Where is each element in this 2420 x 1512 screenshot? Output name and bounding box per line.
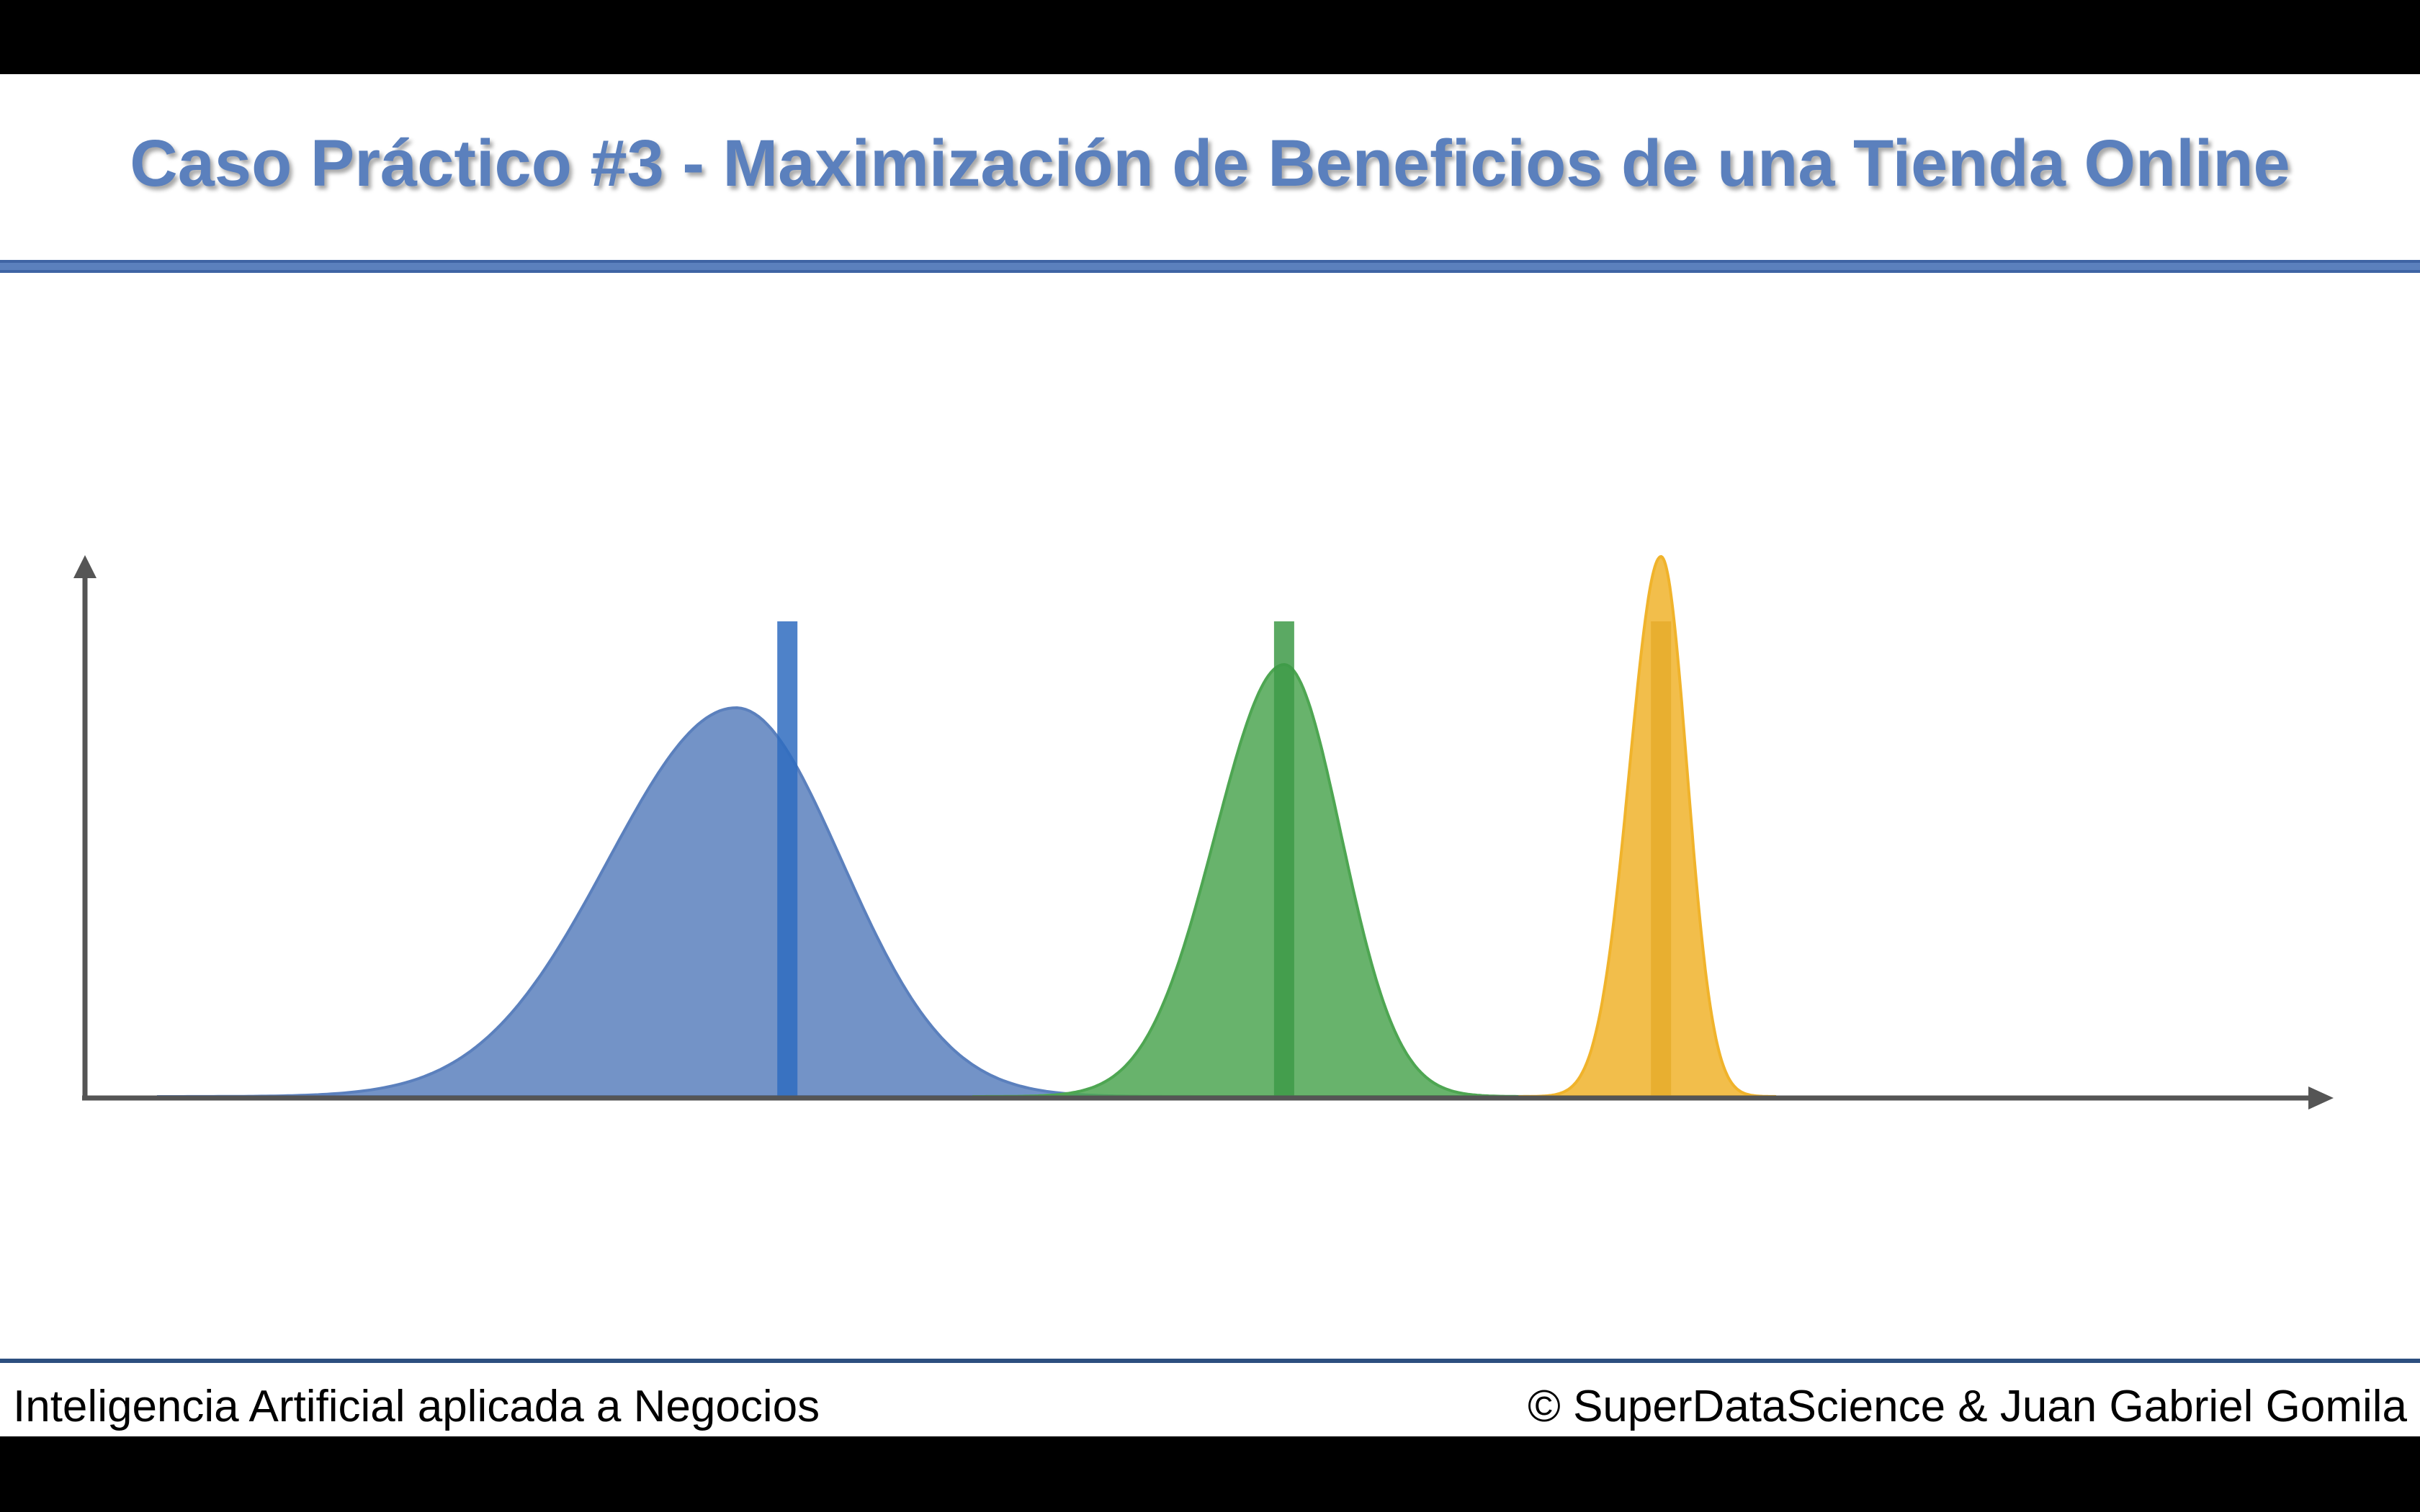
x-axis-arrow-icon: [2308, 1086, 2334, 1110]
letterbox-top: [0, 0, 2420, 74]
course-name: Inteligencia Artificial aplicada a Negoc…: [13, 1382, 820, 1431]
distribution-areas: [156, 554, 1777, 1098]
letterbox-bottom: [0, 1436, 2420, 1512]
green-distribution: [972, 662, 1536, 1098]
green-mean-line: [1273, 621, 1294, 1097]
distribution-chart: [73, 554, 2334, 1110]
y-axis-arrow-icon: [73, 555, 97, 578]
yellow-mean-line: [1651, 621, 1672, 1097]
slide-title: Caso Práctico #3 - Maximización de Benef…: [130, 127, 2290, 200]
blue-distribution: [156, 706, 1204, 1098]
chart-axes: [73, 555, 2334, 1110]
mean-markers: [777, 621, 1672, 1097]
blue-mean-line: [777, 621, 798, 1097]
slide: Caso Práctico #3 - Maximización de Benef…: [0, 74, 2420, 1436]
footer-divider: [0, 1359, 2420, 1363]
title-divider: [0, 260, 2420, 273]
copyright: © SuperDataScience & Juan Gabriel Gomila: [1528, 1382, 2407, 1431]
yellow-distribution: [1518, 554, 1777, 1098]
